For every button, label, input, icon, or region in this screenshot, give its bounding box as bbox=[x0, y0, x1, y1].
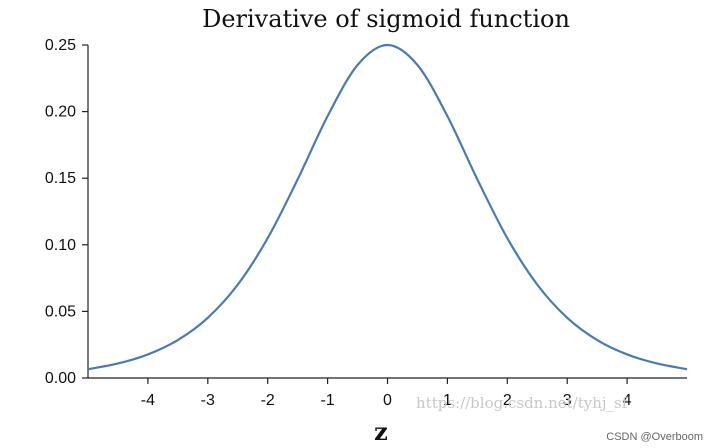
x-tick-label: -4 bbox=[141, 392, 155, 409]
y-tick-label: 0.10 bbox=[45, 237, 76, 254]
y-tick-label: 0.15 bbox=[45, 170, 76, 187]
x-tick-label: -1 bbox=[320, 392, 334, 409]
x-axis-ticks: -4 -3 -2 -1 0 1 2 3 4 bbox=[141, 378, 632, 409]
y-tick-label: 0.00 bbox=[45, 370, 76, 387]
x-tick-label: -2 bbox=[261, 392, 275, 409]
watermark-url: https://blog.csdn.net/tyhj_sf bbox=[416, 394, 629, 412]
chart-title: Derivative of sigmoid function bbox=[202, 5, 570, 33]
y-tick-label: 0.20 bbox=[45, 104, 76, 121]
axes bbox=[87, 45, 687, 379]
y-tick-label: 0.25 bbox=[45, 37, 76, 54]
x-tick-label: 3 bbox=[563, 392, 572, 409]
x-tick-label: 0 bbox=[383, 392, 392, 409]
data-series bbox=[87, 43, 688, 371]
y-axis-ticks: 0.00 0.05 0.10 0.15 0.20 0.25 bbox=[45, 37, 88, 387]
x-tick-label: 1 bbox=[443, 392, 452, 409]
derivative-curve bbox=[87, 43, 688, 371]
y-tick-label: 0.05 bbox=[45, 303, 76, 320]
watermark-credit: CSDN @Overboom bbox=[606, 431, 703, 443]
x-tick-label: 4 bbox=[623, 392, 632, 409]
x-tick-label: -3 bbox=[201, 392, 215, 409]
x-tick-label: 2 bbox=[503, 392, 512, 409]
x-axis-label: z bbox=[374, 417, 388, 446]
